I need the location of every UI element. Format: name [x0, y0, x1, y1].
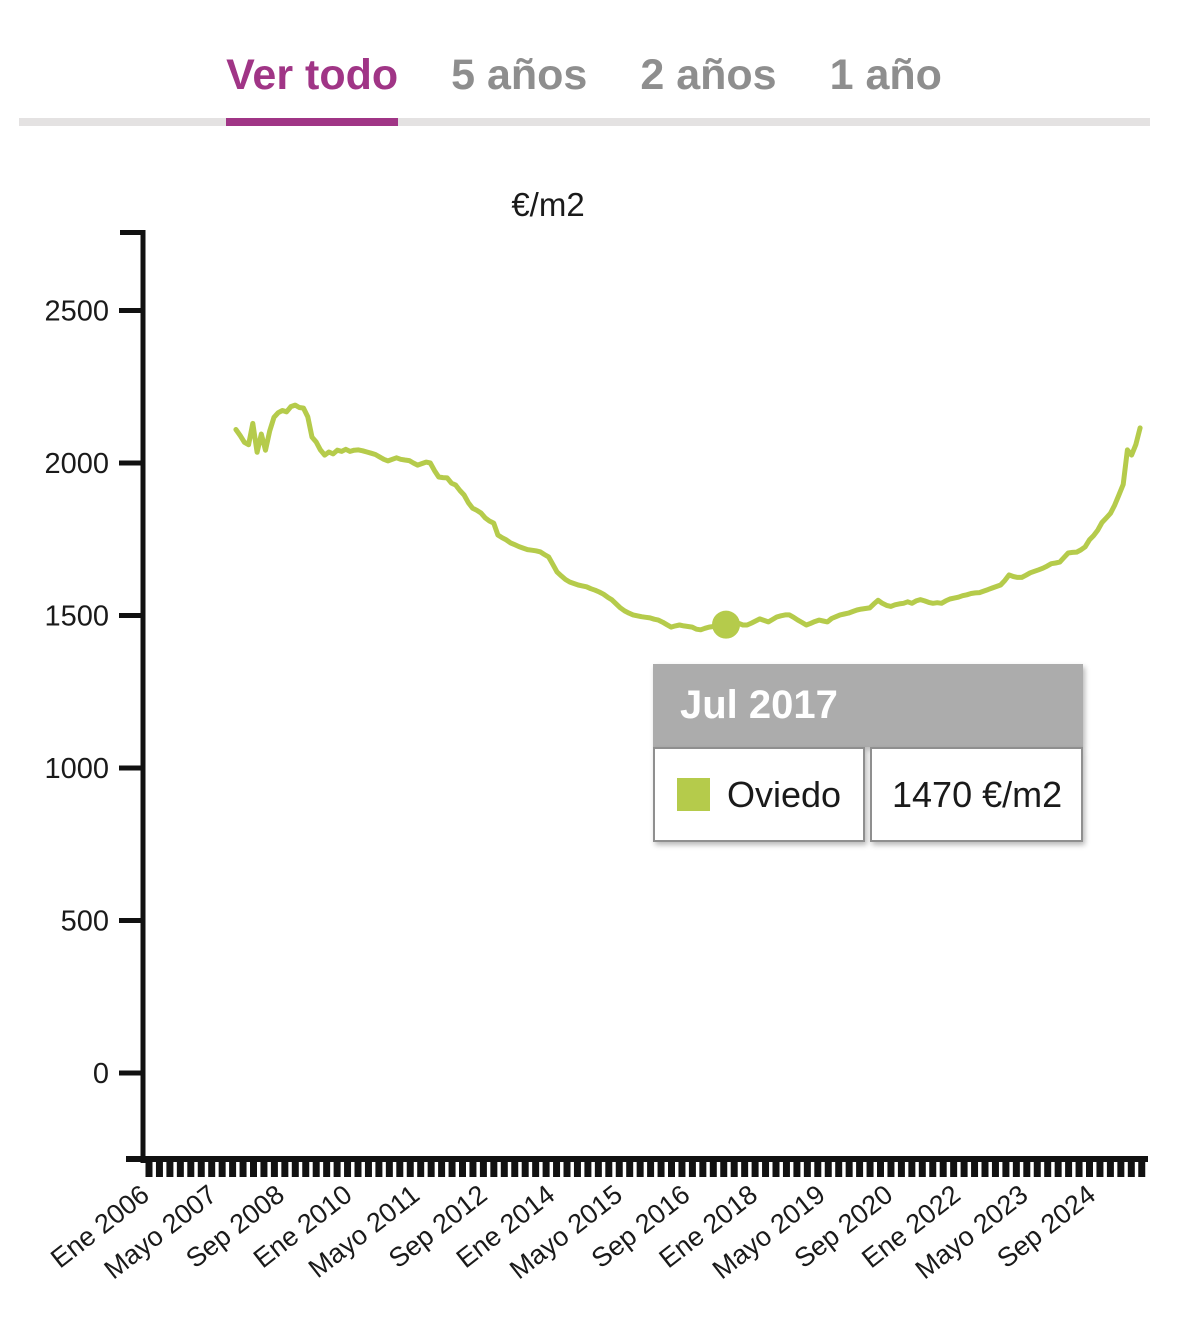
tooltip-date-header: Jul 2017: [653, 664, 1083, 747]
tooltip-body: Oviedo 1470 €/m2: [653, 747, 1083, 842]
tooltip-series-cell: Oviedo: [653, 747, 865, 842]
tab-underline-track: [19, 118, 1150, 126]
series-color-swatch: [677, 778, 710, 811]
y-tick-label: 1000: [44, 753, 109, 785]
tooltip-series-name: Oviedo: [727, 773, 842, 815]
tab-ver-todo[interactable]: Ver todo: [226, 50, 399, 126]
time-range-tabbar: Ver todo 5 años 2 años 1 año: [0, 0, 1184, 126]
chart-tooltip: Jul 2017 Oviedo 1470 €/m2: [653, 664, 1083, 842]
price-line-oviedo[interactable]: [233, 402, 1143, 633]
x-axis: [126, 1156, 1148, 1177]
selected-point-marker[interactable]: [712, 610, 741, 639]
tab-label: 1 año: [829, 51, 942, 99]
y-axis-labels: 0 500 1000 1500 2000 2500: [44, 296, 109, 1091]
chart-title: €/m2: [511, 186, 584, 223]
tab-1-año[interactable]: 1 año: [830, 50, 942, 100]
tab-2-años[interactable]: 2 años: [640, 50, 776, 100]
y-tick-label: 2500: [44, 296, 109, 328]
y-tick-label: 0: [93, 1058, 109, 1090]
y-tick-label: 1500: [44, 601, 109, 633]
y-tick-label: 2000: [44, 448, 109, 480]
y-tick-label: 500: [61, 906, 109, 938]
tooltip-date-label: Jul 2017: [680, 683, 838, 727]
tab-label: 2 años: [640, 51, 777, 99]
tooltip-value-label: 1470 €/m2: [892, 773, 1063, 815]
active-tab-indicator: [226, 118, 399, 126]
tooltip-value-cell: 1470 €/m2: [870, 747, 1083, 842]
tab-label: 5 años: [451, 51, 588, 99]
tab-5-años[interactable]: 5 años: [451, 50, 587, 100]
time-range-tabs: Ver todo 5 años 2 años 1 año: [0, 50, 1168, 126]
y-axis: [119, 230, 146, 1163]
tab-label: Ver todo: [226, 51, 399, 99]
